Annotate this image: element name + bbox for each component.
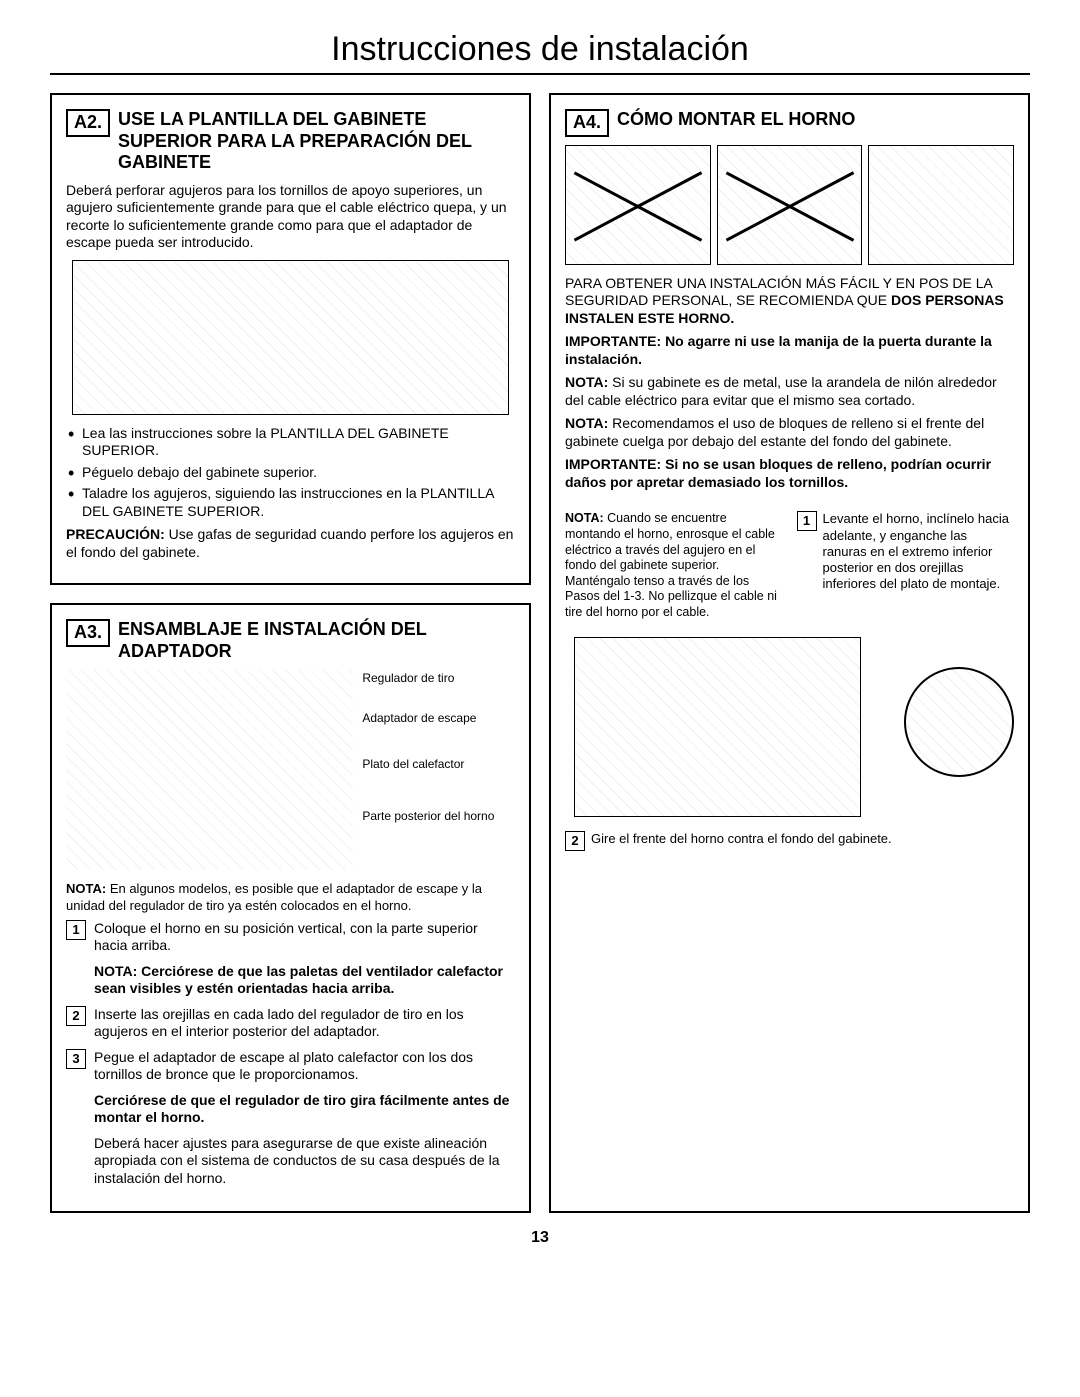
step-number-box: 2 (565, 831, 585, 851)
a3-illustration (66, 670, 353, 870)
a4-nota2: NOTA: Recomendamos el uso de bloques de … (565, 415, 1014, 450)
a3-label-adapter: Adaptador de escape (362, 712, 476, 726)
a4-nota2-label: NOTA: (565, 415, 608, 431)
a2-bullet: Taladre los agujeros, siguiendo las inst… (68, 485, 515, 520)
a2-step-title: USE LA PLANTILLA DEL GABINETE SUPERIOR P… (118, 109, 515, 174)
main-columns: A2. USE LA PLANTILLA DEL GABINETE SUPERI… (50, 93, 1030, 1213)
a4-wrong-panel-2 (717, 145, 863, 265)
a3-nota-label: NOTA: (66, 881, 106, 896)
a3-step-number: A3. (66, 619, 110, 647)
a4-top-illustrations (565, 145, 1014, 265)
left-column: A2. USE LA PLANTILLA DEL GABINETE SUPERI… (50, 93, 531, 1213)
a4-imp2: IMPORTANTE: Si no se usan bloques de rel… (565, 456, 1014, 491)
a3-label-damper: Regulador de tiro (362, 672, 454, 686)
page-title: Instrucciones de instalación (50, 30, 1030, 75)
step-number-box: 1 (66, 920, 86, 940)
a4-nota1-label: NOTA: (565, 374, 608, 390)
page-number: 13 (50, 1229, 1030, 1247)
step-number-box: 2 (66, 1006, 86, 1026)
right-column: A4. CÓMO MONTAR EL HORNO PARA OBTENER UN… (549, 93, 1030, 1213)
a4-note-column: NOTA: Cuando se encuentre montando el ho… (565, 511, 783, 620)
a3-illustration-area: Regulador de tiro Adaptador de escape Pl… (66, 670, 515, 875)
section-a3: A3. ENSAMBLAJE E INSTALACIÓN DEL ADAPTAD… (50, 603, 531, 1213)
a3-step1-note: NOTA: Cerciórese de que las paletas del … (66, 963, 515, 998)
section-a4: A4. CÓMO MONTAR EL HORNO PARA OBTENER UN… (549, 93, 1030, 1213)
a3-after-text: Deberá hacer ajustes para asegurarse de … (66, 1135, 515, 1188)
a4-step-number: A4. (565, 109, 609, 137)
a3-step-1: 1 Coloque el horno en su posición vertic… (66, 920, 515, 955)
a2-bullet: Lea las instrucciones sobre la PLANTILLA… (68, 425, 515, 460)
a4-step-title: CÓMO MONTAR EL HORNO (617, 109, 855, 131)
a3-label-plate: Plato del calefactor (362, 758, 464, 772)
a4-note-col-label: NOTA: (565, 511, 604, 525)
a3-label-rear: Parte posterior del horno (362, 810, 494, 824)
a4-nota2-text: Recomendamos el uso de bloques de rellen… (565, 415, 984, 449)
a3-step1-bold: NOTA: Cerciórese de que las paletas del … (94, 963, 515, 998)
step-number-box: 1 (797, 511, 817, 531)
section-a2: A2. USE LA PLANTILLA DEL GABINETE SUPERI… (50, 93, 531, 585)
a2-intro: Deberá perforar agujeros para los tornil… (66, 182, 515, 252)
a4-imp1: IMPORTANTE: No agarre ni use la manija d… (565, 333, 1014, 368)
a3-after-bold-text: Cerciórese de que el regulador de tiro g… (94, 1092, 515, 1127)
a4-correct-panel (868, 145, 1014, 265)
a4-mount-illustration (574, 637, 861, 817)
a2-step-number: A2. (66, 109, 110, 137)
a2-bullet-list: Lea las instrucciones sobre la PLANTILLA… (66, 425, 515, 521)
a4-step2-text: Gire el frente del horno contra el fondo… (591, 831, 892, 846)
a4-header: A4. CÓMO MONTAR EL HORNO (565, 109, 1014, 137)
a4-lower-row: NOTA: Cuando se encuentre montando el ho… (565, 511, 1014, 620)
a3-step-title: ENSAMBLAJE E INSTALACIÓN DEL ADAPTADOR (118, 619, 515, 662)
a3-after-text-span: Deberá hacer ajustes para asegurarse de … (94, 1135, 515, 1188)
a2-header: A2. USE LA PLANTILLA DEL GABINETE SUPERI… (66, 109, 515, 174)
a3-step3-text: Pegue el adaptador de escape al plato ca… (94, 1049, 515, 1084)
a2-bullet: Péguelo debajo del gabinete superior. (68, 464, 515, 482)
a4-step1-text: Levante el horno, inclínelo hacia adelan… (823, 511, 1015, 592)
a2-caution-label: PRECAUCIÓN: (66, 526, 165, 542)
a2-illustration (72, 260, 509, 415)
a4-p1: PARA OBTENER UNA INSTALACIÓN MÁS FÁCIL Y… (565, 275, 1014, 328)
a4-nota1-text: Si su gabinete es de metal, use la arand… (565, 374, 997, 408)
step-number-box: 3 (66, 1049, 86, 1069)
a3-nota-text: En algunos modelos, es posible que el ad… (66, 881, 482, 912)
a2-caution: PRECAUCIÓN: Use gafas de seguridad cuand… (66, 526, 515, 561)
a4-detail-circle (904, 667, 1014, 777)
a3-step-3: 3 Pegue el adaptador de escape al plato … (66, 1049, 515, 1084)
a3-after-bold: Cerciórese de que el regulador de tiro g… (66, 1092, 515, 1127)
a3-step1-text: Coloque el horno en su posición vertical… (94, 920, 515, 955)
a4-wrong-panel-1 (565, 145, 711, 265)
a4-step2-row: 2 Gire el frente del horno contra el fon… (565, 831, 1014, 851)
a3-step2-text: Inserte las orejillas en cada lado del r… (94, 1006, 515, 1041)
a3-header: A3. ENSAMBLAJE E INSTALACIÓN DEL ADAPTAD… (66, 619, 515, 662)
a3-step-2: 2 Inserte las orejillas en cada lado del… (66, 1006, 515, 1041)
a4-note-col-p: NOTA: Cuando se encuentre montando el ho… (565, 511, 783, 620)
a3-nota: NOTA: En algunos modelos, es posible que… (66, 881, 515, 914)
a4-nota1: NOTA: Si su gabinete es de metal, use la… (565, 374, 1014, 409)
a4-note-col-text: Cuando se encuentre montando el horno, e… (565, 511, 777, 619)
a4-mount-illustration-area (565, 627, 1014, 827)
a4-step1-column: 1 Levante el horno, inclínelo hacia adel… (797, 511, 1015, 620)
a3-steps: 1 Coloque el horno en su posición vertic… (66, 920, 515, 1188)
